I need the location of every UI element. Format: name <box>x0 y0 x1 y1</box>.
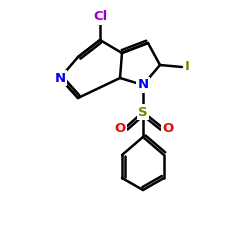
Text: S: S <box>138 106 148 118</box>
Text: O: O <box>114 122 126 134</box>
Text: N: N <box>54 72 66 85</box>
Text: N: N <box>138 78 148 92</box>
Text: I: I <box>184 60 190 74</box>
Text: Cl: Cl <box>93 10 107 24</box>
Text: O: O <box>162 122 173 134</box>
